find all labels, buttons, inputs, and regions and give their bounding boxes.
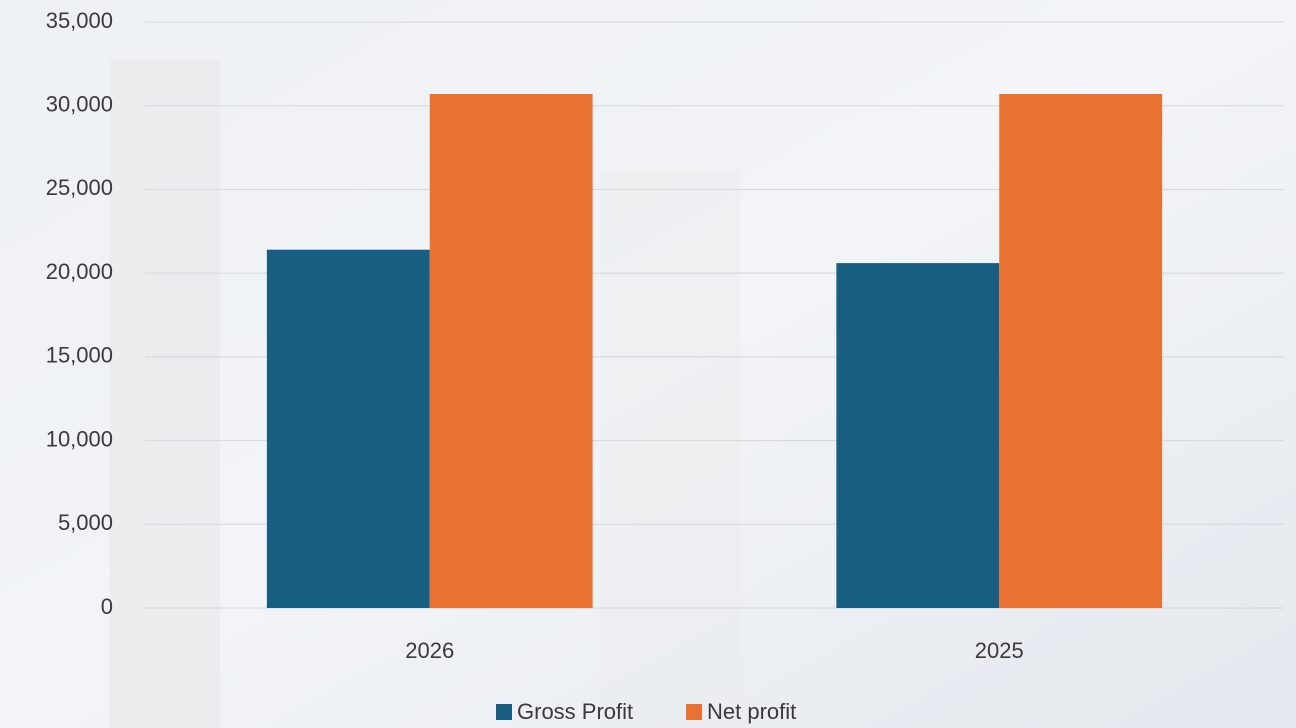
x-tick-label: 2026 (405, 638, 454, 663)
legend-swatch (496, 704, 512, 720)
legend-swatch (686, 704, 702, 720)
legend-label: Net profit (707, 699, 796, 724)
y-tick-label: 30,000 (46, 92, 113, 117)
bar (836, 263, 1000, 608)
legend-label: Gross Profit (517, 699, 633, 724)
background-building (110, 60, 220, 728)
y-tick-label: 20,000 (46, 259, 113, 284)
y-tick-label: 5,000 (58, 510, 113, 535)
bar (999, 93, 1163, 609)
bar (266, 249, 430, 608)
background-building (600, 170, 740, 728)
y-tick-label: 25,000 (46, 175, 113, 200)
bar (429, 93, 593, 609)
y-tick-label: 0 (101, 594, 113, 619)
y-tick-label: 35,000 (46, 8, 113, 33)
y-tick-label: 10,000 (46, 426, 113, 451)
x-tick-label: 2025 (975, 638, 1024, 663)
y-tick-label: 15,000 (46, 343, 113, 368)
